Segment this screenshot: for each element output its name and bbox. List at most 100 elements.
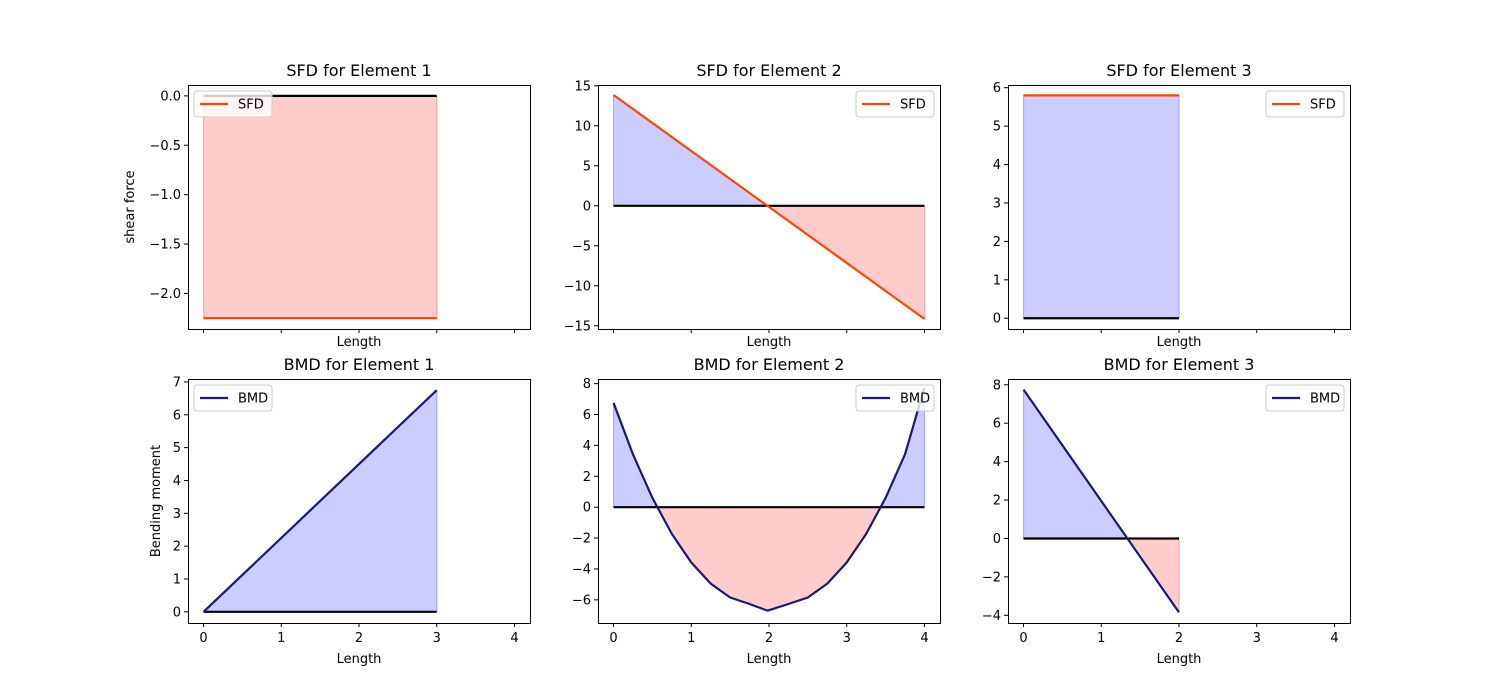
bmd-line bbox=[202, 389, 438, 613]
y-tick-label: −4 bbox=[982, 609, 1001, 624]
x-tick-label: 0 bbox=[1019, 631, 1027, 646]
x-tick-label: 0 bbox=[609, 631, 617, 646]
y-tick-label: 8 bbox=[583, 377, 591, 392]
y-tick-label: 7 bbox=[173, 375, 181, 390]
y-tick-label: 6 bbox=[583, 408, 591, 423]
y-tick-label: 5 bbox=[173, 441, 181, 456]
legend-label: SFD bbox=[238, 98, 264, 113]
negative-fill-region bbox=[807, 507, 828, 598]
y-tick-label: 5 bbox=[583, 159, 591, 174]
y-tick-label: 2 bbox=[993, 494, 1001, 509]
negative-fill-region bbox=[710, 507, 731, 598]
y-tick-label: 0 bbox=[583, 501, 591, 516]
y-tick-label: 2 bbox=[583, 470, 591, 485]
x-tick-label: 2 bbox=[355, 631, 363, 646]
subplot-3: 0 1 2 3 4 5 6 SFD for Element 3 Length SFD bbox=[993, 61, 1351, 350]
negative-fill-region bbox=[691, 507, 711, 584]
legend: BMD bbox=[855, 384, 935, 412]
x-tick-label: 1 bbox=[1097, 631, 1105, 646]
y-tick-label: −15 bbox=[564, 319, 591, 334]
subplot-4: 0 1 2 3 4 0 1 2 3 4 5 6 7 BMD for Element 1 Length Bend… bbox=[149, 355, 531, 667]
y-tick-label: −1.0 bbox=[149, 188, 181, 203]
y-tick-label: 4 bbox=[173, 474, 181, 489]
sfd-line bbox=[612, 94, 926, 320]
x-tick-label: 0 bbox=[199, 631, 207, 646]
negative-fill-region bbox=[203, 95, 437, 319]
y-tick-label: 0.0 bbox=[160, 89, 181, 104]
legend-box bbox=[193, 90, 273, 118]
chart-title: SFD for Element 1 bbox=[286, 61, 431, 80]
y-tick-label: −6 bbox=[572, 593, 591, 608]
subplot-2: 15 10 5 0 −5 −10 −15 SFD for Element 2 Length SFD bbox=[564, 61, 941, 350]
x-axis-label: Length bbox=[337, 652, 382, 667]
y-tick-label: −2.0 bbox=[149, 287, 181, 302]
negative-fill-region bbox=[767, 507, 789, 611]
y-tick-label: 10 bbox=[574, 119, 591, 134]
legend-label: BMD bbox=[900, 392, 930, 407]
legend-label: BMD bbox=[238, 392, 268, 407]
x-tick-label: 4 bbox=[920, 631, 928, 646]
negative-fill-region bbox=[846, 507, 867, 563]
chart-title: BMD for Element 1 bbox=[284, 355, 435, 374]
y-tick-label: −4 bbox=[572, 562, 591, 577]
y-tick-label: 3 bbox=[173, 507, 181, 522]
legend: BMD bbox=[1265, 384, 1345, 412]
negative-fill-region bbox=[730, 507, 750, 605]
y-tick-label: 15 bbox=[574, 79, 591, 94]
positive-fill-region bbox=[905, 387, 925, 508]
bmd-line bbox=[1022, 388, 1180, 614]
x-axis-label: Length bbox=[1157, 652, 1202, 667]
negative-fill-region bbox=[749, 507, 768, 611]
y-tick-label: 6 bbox=[173, 408, 181, 423]
y-tick-label: 1 bbox=[993, 273, 1001, 288]
subplot-6: 0 1 2 3 4 8 6 4 2 0 −2 −4 BMD for Element 3 Length BMD bbox=[982, 355, 1351, 667]
chart-title: SFD for Element 3 bbox=[1106, 61, 1251, 80]
y-tick-label: −10 bbox=[564, 279, 591, 294]
positive-fill-region bbox=[613, 402, 633, 508]
y-tick-label: −2 bbox=[572, 532, 591, 547]
legend-label: SFD bbox=[900, 98, 926, 113]
x-tick-label: 1 bbox=[687, 631, 695, 646]
x-tick-label: 2 bbox=[765, 631, 773, 646]
legend-box bbox=[1265, 90, 1345, 118]
negative-fill-region bbox=[788, 507, 808, 605]
subplot-5: 0 1 2 3 4 8 6 4 2 0 −2 −4 −6 BMD for Element 2 Length B… bbox=[572, 355, 941, 667]
x-axis-label: Length bbox=[747, 652, 792, 667]
positive-fill-region bbox=[1023, 95, 1179, 319]
y-tick-label: 3 bbox=[993, 196, 1001, 211]
x-tick-label: 2 bbox=[1175, 631, 1183, 646]
y-tick-label: −0.5 bbox=[149, 139, 181, 154]
legend-box bbox=[193, 384, 273, 412]
y-tick-label: 0 bbox=[583, 199, 591, 214]
x-tick-label: 1 bbox=[277, 631, 285, 646]
legend-label: BMD bbox=[1310, 392, 1340, 407]
y-axis-label: shear force bbox=[123, 170, 138, 243]
x-tick-label: 3 bbox=[433, 631, 441, 646]
y-tick-label: 0 bbox=[173, 605, 181, 620]
subplot-1: 0.0 −0.5 −1.0 −1.5 −2.0 SFD for Element 1 Leng… bbox=[123, 61, 531, 350]
legend-box bbox=[855, 90, 935, 118]
y-tick-label: 4 bbox=[993, 455, 1001, 470]
chart-title: BMD for Element 2 bbox=[694, 355, 845, 374]
y-tick-label: 8 bbox=[993, 378, 1001, 393]
legend-box bbox=[855, 384, 935, 412]
y-tick-label: 6 bbox=[993, 417, 1001, 432]
x-tick-label: 3 bbox=[1253, 631, 1261, 646]
legend: SFD bbox=[1265, 90, 1345, 118]
y-tick-label: −5 bbox=[572, 239, 591, 254]
negative-fill-region bbox=[827, 507, 847, 584]
x-axis-label: Length bbox=[337, 335, 382, 350]
y-axis-label: Bending moment bbox=[149, 445, 164, 557]
y-tick-label: 2 bbox=[173, 540, 181, 555]
y-tick-label: 4 bbox=[993, 158, 1001, 173]
x-axis-label: Length bbox=[747, 335, 792, 350]
y-tick-label: 1 bbox=[173, 572, 181, 587]
legend: BMD bbox=[193, 384, 273, 412]
y-tick-label: −2 bbox=[982, 570, 1001, 585]
x-tick-label: 3 bbox=[843, 631, 851, 646]
legend-box bbox=[1265, 384, 1345, 412]
y-tick-label: 6 bbox=[993, 81, 1001, 96]
y-tick-label: −1.5 bbox=[149, 238, 181, 253]
legend-label: SFD bbox=[1310, 98, 1336, 113]
